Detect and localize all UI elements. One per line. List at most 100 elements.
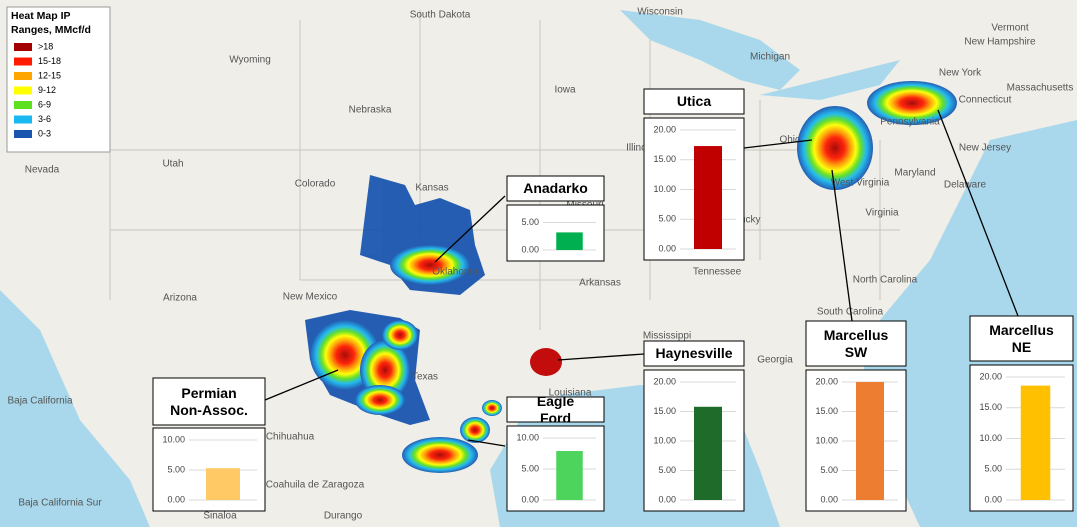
place-label: Nebraska <box>349 105 392 116</box>
title-holder: Eagle Ford <box>536 397 575 422</box>
leader-line <box>434 195 506 263</box>
bar <box>694 146 722 249</box>
y-tick-label: 15.00 <box>653 406 676 416</box>
inset-chart: Anadarko 0.00 5.00 <box>434 175 605 263</box>
place-label: New Jersey <box>959 143 1011 154</box>
place-label: Durango <box>324 511 363 522</box>
place-label: Vermont <box>991 23 1028 34</box>
place-label: Coahuila de Zaragoza <box>266 480 365 491</box>
legend-swatch <box>14 115 32 124</box>
place-label: New York <box>939 68 982 79</box>
inset-chart: Utica 0.00 5.00 10.00 15.00 20.00 <box>643 88 813 261</box>
legend-swatch <box>14 130 32 138</box>
lake-erie <box>760 60 900 100</box>
place-label: Arizona <box>163 293 197 304</box>
inset-chart: Permian Non-Assoc. 0.00 5.00 10.00 <box>152 369 339 512</box>
callout-title: Utica <box>676 93 712 109</box>
place-label: Mississippi <box>643 331 691 342</box>
title-box <box>643 340 745 367</box>
inset-chart: Marcellus NE 0.00 5.00 10.00 15.00 20.00 <box>937 109 1074 512</box>
chart-box <box>506 204 605 262</box>
place-label: Baja California <box>7 396 72 407</box>
y-tick-label: 10.00 <box>516 432 539 442</box>
bar <box>206 468 240 500</box>
inset-chart: Eagle Ford 0.00 5.00 10.00 <box>467 396 605 512</box>
place-label: Delaware <box>944 180 987 191</box>
place-label: Connecticut <box>959 95 1012 106</box>
y-tick-label: 0.00 <box>658 494 676 504</box>
title-holder: Marcellus NE <box>989 321 1054 355</box>
legend-label: 0-3 <box>38 128 51 138</box>
legend-label: 15-18 <box>38 56 61 66</box>
y-tick-label: 10.00 <box>162 434 185 444</box>
y-tick-label: 5.00 <box>984 464 1002 474</box>
heat-map <box>305 81 957 473</box>
place-label: Sinaloa <box>203 511 237 522</box>
legend-swatch <box>14 72 32 80</box>
title-holder: Anadarko <box>523 180 588 196</box>
leader-line <box>937 109 1019 317</box>
great-lakes <box>620 10 800 90</box>
y-tick-label: 15.00 <box>815 406 838 416</box>
pacific <box>0 290 150 527</box>
y-tick-label: 20.00 <box>979 371 1002 381</box>
legend-title: Heat Map IP Ranges, MMcf/d <box>11 10 91 36</box>
place-label: Pennsylvania <box>880 117 940 128</box>
place-label: West Virginia <box>831 178 890 189</box>
callout-title: Permian Non-Assoc. <box>170 384 248 418</box>
leader-line <box>467 439 506 447</box>
title-box <box>805 320 907 367</box>
place-label: Nevada <box>25 165 60 176</box>
place-label: Ohio <box>779 135 801 146</box>
leader-line <box>743 139 813 149</box>
inset-chart: Haynesville 0.00 5.00 10.00 15.00 20.00 <box>557 340 745 512</box>
place-label: Tennessee <box>693 267 742 278</box>
title-box <box>643 88 745 115</box>
callout-title: Haynesville <box>655 345 733 361</box>
legend-label: 12-15 <box>38 70 61 80</box>
y-tick-label: 0.00 <box>167 494 185 504</box>
y-tick-label: 5.00 <box>658 214 676 224</box>
legend-title-holder: Heat Map IP Ranges, MMcf/d <box>11 10 91 36</box>
title-box <box>506 175 605 202</box>
title-box <box>506 396 605 423</box>
y-tick-label: 0.00 <box>521 244 539 254</box>
callout-title: Marcellus NE <box>989 321 1054 355</box>
place-label: Virginia <box>865 208 899 219</box>
y-tick-label: 5.00 <box>820 465 838 475</box>
bar <box>556 451 583 500</box>
callout-title: Anadarko <box>523 180 588 196</box>
place-label: Utah <box>162 159 183 170</box>
title-holder: Permian Non-Assoc. <box>170 384 248 418</box>
title-holder: Haynesville <box>655 345 733 361</box>
bar <box>856 382 884 500</box>
legend-swatch <box>14 43 32 51</box>
place-label: Texas <box>412 372 438 383</box>
y-tick-label: 5.00 <box>521 463 539 473</box>
legend-label: >18 <box>38 41 53 51</box>
place-label: Arkansas <box>579 278 621 289</box>
place-label: New Mexico <box>283 292 338 303</box>
place-label: Kansas <box>415 183 448 194</box>
y-tick-label: 0.00 <box>984 494 1002 504</box>
place-label: Iowa <box>554 85 576 96</box>
place-label: Wyoming <box>229 55 271 66</box>
legend-swatch <box>14 101 32 109</box>
legend-swatch <box>14 57 32 66</box>
y-tick-label: 0.00 <box>658 243 676 253</box>
y-tick-label: 10.00 <box>653 184 676 194</box>
bar <box>556 232 583 250</box>
place-label: Maryland <box>894 168 935 179</box>
bar <box>1020 385 1051 500</box>
place-label: Louisiana <box>549 388 592 399</box>
y-tick-label: 0.00 <box>521 494 539 504</box>
title-holder: Marcellus SW <box>824 327 889 360</box>
place-label: Oklahoma <box>432 267 478 278</box>
place-label: Wisconsin <box>637 7 683 18</box>
leader-line <box>557 353 645 361</box>
title-box <box>152 377 266 426</box>
place-label: New Hampshire <box>964 37 1036 48</box>
callout-title: Eagle Ford <box>536 397 575 422</box>
y-tick-label: 20.00 <box>653 376 676 386</box>
